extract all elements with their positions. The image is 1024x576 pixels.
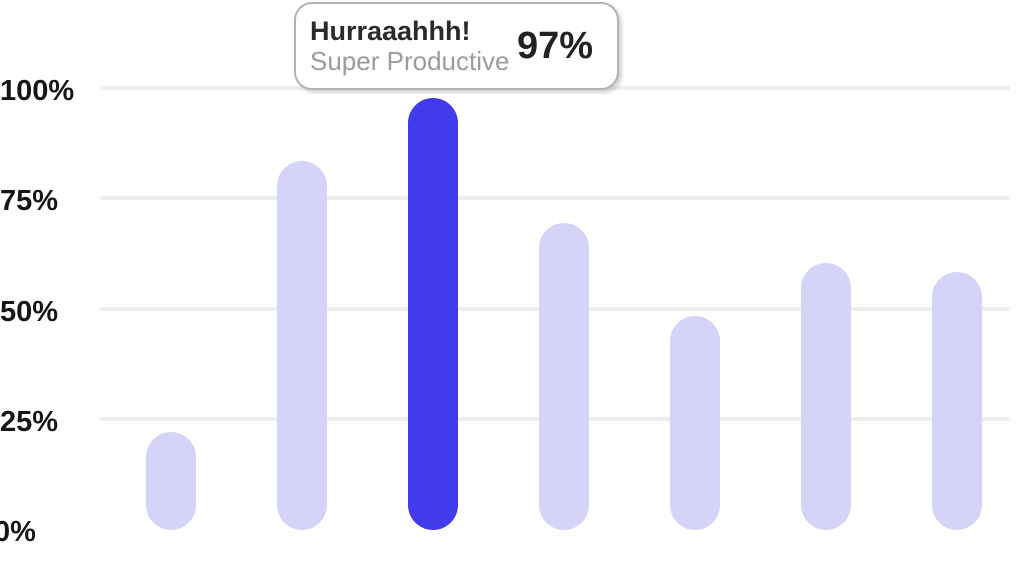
y-axis-label-75: 75%	[0, 185, 59, 218]
bar[interactable]	[277, 161, 327, 530]
y-axis-label-50: 50%	[0, 295, 59, 328]
y-axis-label-100: 100%	[0, 75, 75, 107]
tooltip: Hurraaahhh! Super Productive 97%	[294, 2, 619, 90]
y-axis-label-0: 0%	[0, 516, 36, 548]
tooltip-value: 97%	[516, 24, 593, 67]
y-axis-label-25: 25%	[0, 405, 59, 438]
gridline-75	[100, 196, 1010, 201]
bar[interactable]	[801, 263, 851, 530]
tooltip-subtitle: Super Productive	[310, 45, 510, 76]
bar[interactable]	[539, 223, 589, 530]
bar[interactable]	[146, 432, 196, 530]
bar-highlighted[interactable]	[408, 98, 458, 530]
tooltip-text: Hurraaahhh! Super Productive	[310, 15, 510, 77]
bar[interactable]	[670, 316, 720, 530]
bar[interactable]	[932, 272, 982, 530]
tooltip-title: Hurraaahhh!	[310, 15, 471, 46]
